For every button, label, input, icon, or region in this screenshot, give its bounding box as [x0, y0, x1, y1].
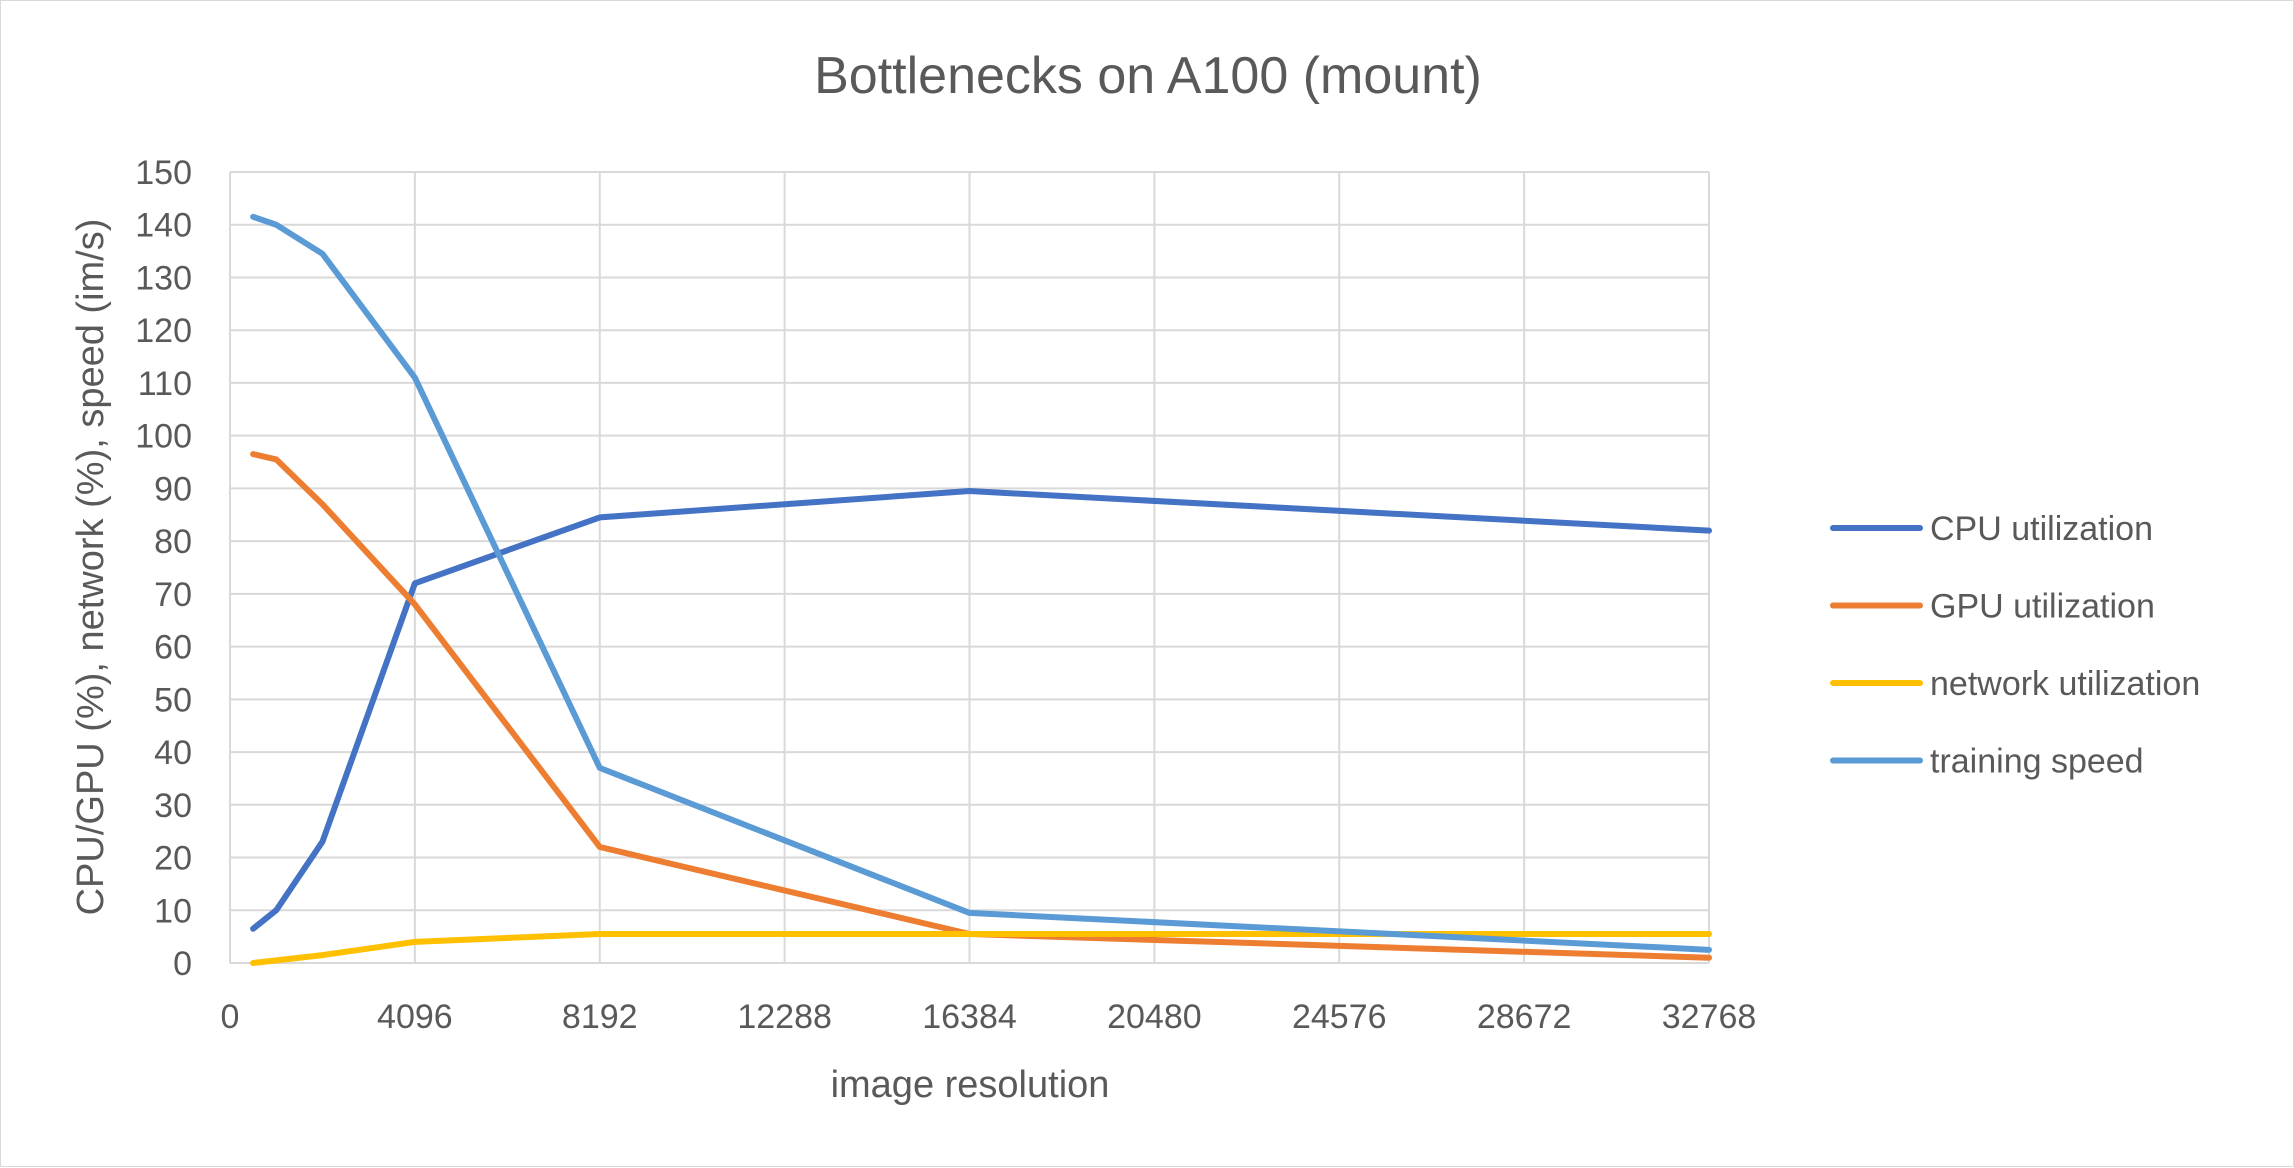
- y-tick-label: 20: [154, 840, 192, 878]
- x-tick-label: 24576: [1292, 998, 1387, 1036]
- series-line-3: [250, 213, 1712, 953]
- series-line-1: [250, 451, 1712, 961]
- x-tick-label: 16384: [922, 998, 1017, 1036]
- x-tick-label: 28672: [1477, 998, 1572, 1036]
- y-tick-label: 110: [138, 365, 192, 403]
- y-tick-label: 0: [173, 945, 192, 983]
- gridlines: [229, 171, 1710, 964]
- legend-label: CPU utilization: [1930, 510, 2153, 548]
- series-line-0: [250, 488, 1712, 932]
- legend-label: network utilization: [1930, 665, 2200, 703]
- y-tick-label: 10: [154, 892, 192, 930]
- x-tick-label: 12288: [737, 998, 832, 1036]
- y-tick-label: 80: [154, 523, 192, 561]
- chart-title: Bottlenecks on A100 (mount): [814, 47, 1482, 105]
- x-tick-label: 8192: [562, 998, 638, 1036]
- axis-ticks: 0 10 20 30 40 50 60 70 80 90 100 110 120 130 140 150 0 40…: [135, 154, 1756, 1036]
- y-tick-label: 130: [135, 259, 192, 297]
- y-tick-label: 40: [154, 734, 192, 772]
- legend-label: training speed: [1930, 743, 2144, 781]
- x-tick-label: 4096: [377, 998, 453, 1036]
- series-line-2: [250, 930, 1712, 966]
- y-tick-label: 100: [135, 418, 192, 456]
- x-tick-label: 20480: [1107, 998, 1202, 1036]
- y-tick-label: 140: [135, 207, 192, 245]
- y-axis-title: CPU/GPU (%), network (%), speed (im/s): [70, 219, 112, 916]
- y-tick-label: 90: [154, 470, 192, 508]
- y-tick-label: 70: [154, 576, 192, 614]
- y-tick-label: 60: [154, 629, 192, 667]
- y-tick-label: 150: [135, 154, 192, 192]
- y-tick-label: 50: [154, 681, 192, 719]
- y-tick-label: 30: [154, 787, 192, 825]
- y-tick-label: 120: [135, 312, 192, 350]
- legend-label: GPU utilization: [1930, 588, 2155, 626]
- series-lines: [250, 213, 1712, 966]
- legend: CPU utilization GPU utilization network ut…: [1830, 510, 2200, 781]
- x-axis-title: image resolution: [831, 1064, 1110, 1106]
- x-tick-label: 0: [221, 998, 240, 1036]
- x-tick-label: 32768: [1662, 998, 1757, 1036]
